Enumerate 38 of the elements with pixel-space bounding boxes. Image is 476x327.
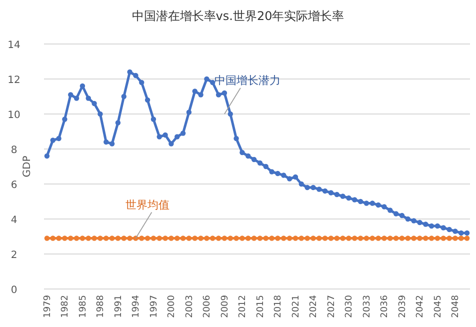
y-tick-label: 10 xyxy=(8,110,20,121)
x-tick-label: 2036 xyxy=(380,294,390,318)
y-tick-label: 8 xyxy=(10,145,18,156)
x-tick-label: 2030 xyxy=(344,294,355,318)
annotation: 世界均值 xyxy=(126,198,170,239)
x-tick-label: 2033 xyxy=(362,295,372,318)
x-tick-label: 2003 xyxy=(184,295,195,318)
x-tick-label: 2048 xyxy=(451,294,462,318)
y-tick-label: 4 xyxy=(10,215,18,226)
y-axis-title: GDP xyxy=(22,156,33,178)
y-tick-label: 14 xyxy=(8,40,20,51)
x-tick-label: 1985 xyxy=(78,295,88,318)
y-tick-label: 6 xyxy=(10,180,18,191)
x-tick-label: 1994 xyxy=(132,294,142,318)
x-tick-label: 2009 xyxy=(220,294,230,318)
x-tick-label: 2042 xyxy=(416,295,426,318)
x-tick-label: 2027 xyxy=(326,295,337,318)
x-tick-label: 2039 xyxy=(398,294,408,318)
x-tick-label: 1988 xyxy=(96,294,106,318)
annotation: 中国增长潜力 xyxy=(214,74,280,114)
x-tick-label: 1979 xyxy=(42,294,53,318)
chart-title: 中国潜在增长率vs.世界20年实际增长率 xyxy=(132,9,344,23)
y-tick-label: 12 xyxy=(8,75,20,86)
x-tick-label: 2012 xyxy=(238,295,248,318)
x-tick-label: 2021 xyxy=(291,295,302,318)
annotation: 中国增长潜力 xyxy=(214,74,280,87)
annotation: 世界均值 xyxy=(126,198,170,212)
x-tick-label: 2000 xyxy=(167,294,178,318)
x-tick-label: 2015 xyxy=(256,295,266,318)
x-tick-label: 2006 xyxy=(202,294,213,318)
x-tick-label: 1982 xyxy=(60,295,71,318)
y-tick-label: 2 xyxy=(10,250,18,261)
x-tick-label: 1997 xyxy=(149,295,160,318)
x-tick-label: 2018 xyxy=(274,294,284,318)
y-tick-label: 0 xyxy=(10,285,18,296)
x-tick-label: 2024 xyxy=(309,294,320,318)
x-tick-label: 1991 xyxy=(114,295,124,318)
x-tick-label: 2045 xyxy=(433,295,444,318)
